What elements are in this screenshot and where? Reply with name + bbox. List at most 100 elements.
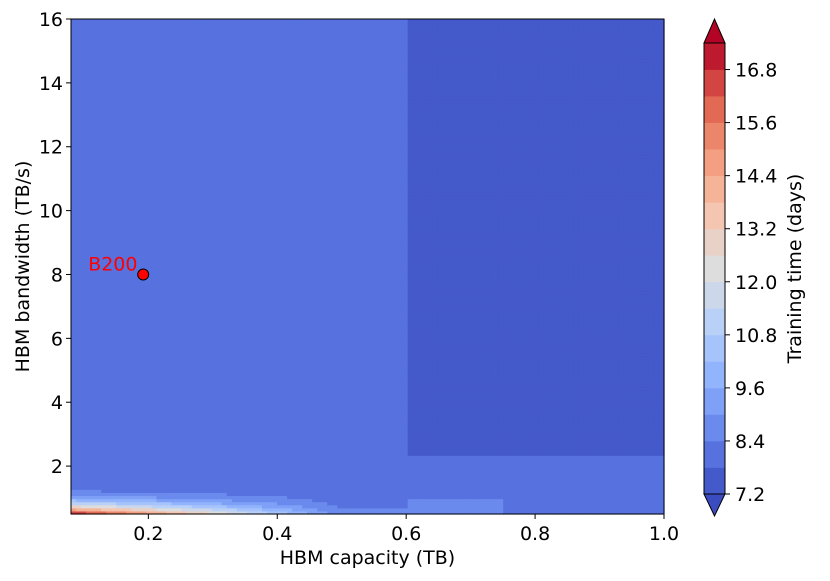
- contour-cell: [91, 266, 97, 271]
- contour-cell: [86, 396, 92, 401]
- contour-cell: [86, 340, 92, 345]
- contour-cell: [81, 507, 87, 512]
- contour-cell: [76, 476, 82, 481]
- contour-cell: [86, 408, 92, 413]
- contour-cell: [81, 350, 87, 354]
- contour-cell: [91, 121, 97, 125]
- contour-cell: [91, 201, 97, 206]
- contour-cell: [71, 507, 77, 512]
- contour-cell: [91, 504, 97, 509]
- contour-cell: [71, 269, 77, 274]
- contour-cell: [91, 411, 97, 416]
- contour-cell: [91, 421, 97, 425]
- contour-cell: [81, 285, 87, 289]
- contour-cell: [81, 56, 87, 60]
- contour-cell: [76, 124, 82, 128]
- contour-cell: [76, 288, 82, 292]
- contour-cell: [81, 49, 87, 54]
- contour-cell: [86, 136, 92, 141]
- contour-cell: [71, 90, 77, 94]
- contour-cell: [86, 455, 92, 459]
- contour-cell: [91, 285, 97, 289]
- contour-cell: [76, 479, 82, 484]
- contour-cell: [91, 309, 97, 314]
- contour-cell: [86, 377, 92, 382]
- contour-cell: [91, 43, 97, 48]
- contour-cell: [71, 25, 77, 29]
- contour-cell: [76, 449, 82, 453]
- contour-cell: [71, 461, 77, 466]
- contour-cell: [91, 96, 97, 101]
- contour-cell: [86, 452, 92, 456]
- contour-cell: [71, 384, 77, 388]
- contour-cell: [86, 56, 92, 60]
- contour-cell: [91, 71, 97, 76]
- contour-cell: [86, 40, 92, 45]
- contour-cell: [86, 68, 92, 73]
- contour-cell: [86, 232, 92, 237]
- contour-cell: [81, 470, 87, 475]
- contour-cell: [86, 210, 92, 215]
- contour-cell: [91, 427, 97, 432]
- contour-cell: [96, 501, 102, 506]
- contour-cell: [81, 430, 87, 435]
- contour-cell: [86, 439, 92, 444]
- contour-cell: [81, 145, 87, 150]
- contour-cell: [71, 210, 77, 215]
- contour-cell: [71, 152, 77, 156]
- contour-cell: [86, 281, 92, 286]
- contour-cell: [86, 93, 92, 97]
- contour-cell: [86, 161, 92, 165]
- contour-cell: [86, 195, 92, 200]
- contour-cell: [86, 424, 92, 428]
- contour-cell: [76, 291, 82, 295]
- contour-cell: [86, 476, 92, 481]
- contour-cell: [206, 19, 213, 23]
- contour-cell: [86, 387, 92, 391]
- contour-cell: [81, 118, 87, 122]
- contour-cell: [86, 164, 92, 169]
- contour-cell: [71, 436, 77, 441]
- contour-cell: [76, 393, 82, 398]
- contour-cell: [91, 368, 97, 373]
- contour-cell: [71, 130, 77, 135]
- contour-cell: [81, 198, 87, 203]
- contour-cell: [86, 124, 92, 128]
- contour-cell: [211, 19, 218, 23]
- contour-cell: [91, 235, 97, 240]
- contour-cell: [76, 436, 82, 441]
- contour-cell: [76, 486, 82, 490]
- contour-cell: [81, 238, 87, 243]
- contour-cell: [91, 346, 97, 351]
- contour-cell: [91, 59, 97, 63]
- contour-cell: [71, 164, 77, 169]
- contour-cell: [91, 254, 97, 258]
- contour-cell: [71, 266, 77, 271]
- contour-cell: [91, 483, 97, 487]
- contour-cell: [76, 127, 82, 131]
- contour-cell: [91, 251, 97, 255]
- contour-cell: [81, 65, 87, 70]
- contour-cell: [86, 405, 92, 410]
- contour-cell: [91, 226, 97, 230]
- contour-cell: [86, 102, 92, 107]
- contour-cell: [76, 232, 82, 237]
- contour-cell: [76, 319, 82, 323]
- contour-cell: [76, 492, 82, 497]
- contour-cell: [81, 334, 87, 339]
- contour-cell: [141, 19, 147, 23]
- contour-cell: [76, 266, 82, 271]
- contour-cell: [91, 161, 97, 165]
- contour-cell: [91, 495, 97, 500]
- contour-cell: [76, 251, 82, 255]
- contour-cell: [71, 77, 77, 82]
- contour-cell: [91, 37, 97, 42]
- contour-cell: [81, 43, 87, 48]
- contour-cell: [91, 507, 97, 512]
- contour-cell: [86, 254, 92, 258]
- contour-cell: [81, 241, 87, 246]
- contour-cell: [71, 300, 77, 305]
- contour-cell: [81, 130, 87, 135]
- contour-cell: [91, 402, 97, 407]
- contour-cell: [71, 186, 77, 190]
